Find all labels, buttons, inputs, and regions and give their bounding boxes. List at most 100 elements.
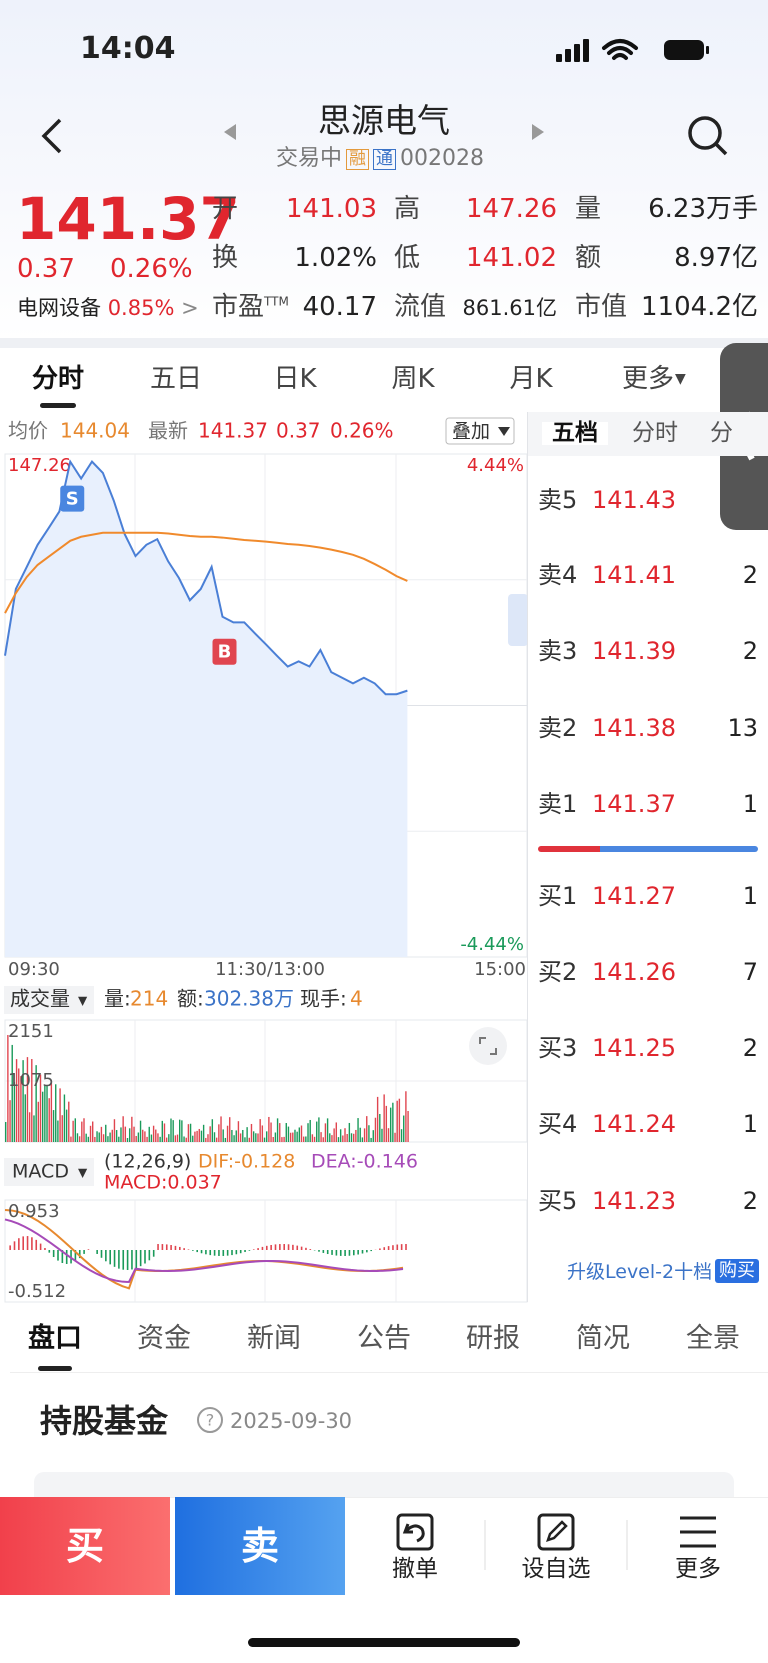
info-tab[interactable]: 研报 xyxy=(466,1323,520,1354)
volume-bar-decor xyxy=(78,1136,81,1142)
book-label: 卖1 xyxy=(538,790,578,818)
macd-bar-decor xyxy=(222,1250,225,1256)
volume-bar-decor xyxy=(118,1136,120,1142)
volume-bar-decor xyxy=(405,1091,407,1142)
macd-bar-decor xyxy=(353,1250,355,1256)
section-title: 持股基金 xyxy=(40,1402,169,1440)
fullscreen-button[interactable] xyxy=(469,1027,507,1065)
macd-bar-decor xyxy=(148,1250,151,1261)
buy-button[interactable]: 买 xyxy=(0,1497,170,1595)
macd-bar-decor xyxy=(161,1244,164,1250)
volume-bar-decor xyxy=(237,1121,240,1142)
info-tab[interactable]: 新闻 xyxy=(247,1323,301,1354)
macd-bar-decor xyxy=(200,1250,203,1254)
volume-bar-decor xyxy=(185,1137,187,1142)
macd-bar-decor xyxy=(135,1250,138,1269)
chart-tab[interactable]: 五日 xyxy=(149,364,202,394)
volume-bar-decor xyxy=(87,1136,90,1142)
volume-bar-decor xyxy=(333,1128,335,1142)
macd-bar-decor xyxy=(26,1236,29,1250)
macd-bar-decor xyxy=(405,1244,407,1250)
volume-bar-decor xyxy=(313,1136,316,1142)
action-item[interactable]: 更多 xyxy=(675,1556,721,1582)
macd-bar-decor xyxy=(157,1244,159,1250)
book-tab[interactable]: 五档 xyxy=(542,422,608,445)
volume-bar-decor xyxy=(11,1044,13,1142)
sector[interactable]: 电网设备 0.85% > xyxy=(17,296,199,320)
caret: ▼ xyxy=(78,994,88,1008)
action-item[interactable]: 撤单 xyxy=(392,1556,438,1582)
chart-tab[interactable]: 日K xyxy=(273,364,317,394)
book-tab[interactable]: 分 xyxy=(710,420,733,446)
volume-bar-decor xyxy=(222,1129,224,1142)
info-tab[interactable]: 简况 xyxy=(576,1323,630,1354)
volume-bar-decor xyxy=(394,1132,396,1142)
upgrade-link[interactable]: 升级Level-2十档 xyxy=(567,1261,713,1283)
macd-bar-decor xyxy=(361,1250,364,1254)
action-item[interactable]: 设自选 xyxy=(521,1556,591,1582)
volume-bar-decor xyxy=(261,1125,264,1142)
chart-tab[interactable]: 月K xyxy=(509,364,553,394)
prev-stock[interactable] xyxy=(222,122,238,142)
macd-dea: DEA:-0.146 xyxy=(311,1151,418,1173)
volume-bar-decor xyxy=(320,1132,322,1142)
next-stock[interactable] xyxy=(530,122,546,142)
volume-bar-decor xyxy=(259,1119,261,1142)
book-tab[interactable]: 分时 xyxy=(632,420,678,446)
back-button[interactable] xyxy=(36,116,66,156)
info-tab[interactable]: 资金 xyxy=(137,1323,191,1354)
book-label: 卖4 xyxy=(538,561,578,589)
volume-bar-decor xyxy=(283,1136,285,1142)
sector-pct: 0.85% xyxy=(107,296,175,320)
macd-min: -0.512 xyxy=(8,1281,66,1302)
search-button[interactable] xyxy=(686,114,730,158)
book-label: 买2 xyxy=(538,958,578,986)
help-icon[interactable]: ? xyxy=(196,1406,226,1436)
book-price: 141.37 xyxy=(592,790,676,818)
macd-bar-decor xyxy=(318,1250,320,1252)
field-value: 40.17 xyxy=(302,292,377,322)
volume-bar-decor xyxy=(252,1131,255,1142)
info-tab[interactable]: 全景 xyxy=(686,1323,740,1354)
chart-tab[interactable]: 分时 xyxy=(31,364,84,394)
ratio-bar-blue xyxy=(600,846,758,852)
clock: 14:04 xyxy=(80,31,176,66)
macd-bar-decor xyxy=(83,1250,85,1254)
macd-bar-decor xyxy=(387,1246,390,1250)
macd-bar-decor xyxy=(392,1245,394,1250)
stock-code: 002028 xyxy=(400,146,484,171)
macd-bar-decor xyxy=(192,1250,194,1251)
book-vol: 2 xyxy=(742,637,758,665)
book-price: 141.38 xyxy=(592,714,676,742)
volume-bar-decor xyxy=(41,1091,44,1142)
macd-bar-decor xyxy=(322,1250,325,1253)
volume-bar-decor xyxy=(196,1130,198,1142)
volume-bar-decor xyxy=(18,1068,20,1142)
volume-bar-decor xyxy=(383,1094,385,1142)
chart-tab[interactable]: 更多 xyxy=(621,364,674,394)
sell-button[interactable]: 卖 xyxy=(175,1497,345,1595)
price: 141.37 xyxy=(16,185,240,253)
field-label: 量 xyxy=(575,194,602,224)
volume-bar-decor xyxy=(350,1133,353,1142)
volume-bar-decor xyxy=(285,1123,287,1142)
volume-bar-decor xyxy=(159,1136,161,1142)
buy-badge[interactable]: 购买 xyxy=(715,1259,759,1283)
chart-tab[interactable]: 周K xyxy=(391,364,435,394)
info-tab[interactable]: 盘口 xyxy=(28,1323,82,1354)
watch-icon xyxy=(537,1513,575,1551)
volume-bar-decor xyxy=(220,1116,222,1142)
info-tab[interactable]: 公告 xyxy=(357,1323,411,1354)
trade-marker-label: S xyxy=(66,489,79,510)
volume-bar-decor xyxy=(359,1127,361,1142)
svg-text:?: ? xyxy=(206,1411,215,1430)
volume-bar-decor xyxy=(120,1127,122,1142)
volume-bar-decor xyxy=(370,1137,372,1142)
macd-bar-decor xyxy=(357,1250,359,1255)
separator xyxy=(626,1520,628,1570)
macd-bar-decor xyxy=(296,1245,299,1250)
macd-bar-decor xyxy=(126,1250,129,1270)
macd-bar-decor xyxy=(244,1250,246,1253)
overlay-button[interactable] xyxy=(445,417,515,445)
book-price: 141.27 xyxy=(592,882,676,910)
